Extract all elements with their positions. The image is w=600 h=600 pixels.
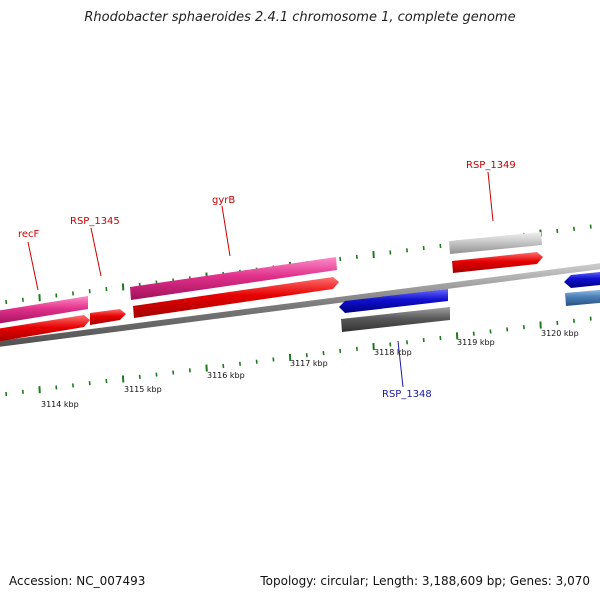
gene-label-gyrB[interactable]: gyrB bbox=[212, 195, 235, 206]
leader-rsp1348 bbox=[397, 340, 404, 388]
scale-label-3114: 3114 kbp bbox=[41, 400, 79, 409]
feature-rsp1349-lightgrey[interactable] bbox=[449, 232, 542, 254]
feature-recF-magenta[interactable] bbox=[0, 296, 88, 325]
scale-label-3120: 3120 kbp bbox=[541, 329, 579, 338]
feature-gyrB-magenta[interactable] bbox=[130, 257, 337, 300]
gene-label-recF[interactable]: recF bbox=[18, 229, 40, 240]
gene-label-rsp1348[interactable]: RSP_1348 bbox=[382, 389, 432, 400]
feature-right-blue[interactable] bbox=[564, 271, 600, 288]
scale-label-3118: 3118 kbp bbox=[374, 348, 412, 357]
leader-recF bbox=[27, 241, 39, 291]
chromosome-backbone bbox=[0, 263, 600, 347]
feature-rsp1348-grey[interactable] bbox=[341, 307, 450, 332]
gene-label-rsp1349[interactable]: RSP_1349 bbox=[466, 160, 516, 171]
scale-label-3115: 3115 kbp bbox=[124, 385, 162, 394]
lower-tick-track bbox=[5, 316, 592, 397]
feature-right-steelblue[interactable] bbox=[565, 289, 600, 306]
map-title: Rhodobacter sphaeroides 2.4.1 chromosome… bbox=[84, 10, 516, 25]
leader-rsp1345 bbox=[90, 227, 102, 277]
feature-gyrB-red[interactable] bbox=[133, 277, 339, 318]
scale-label-3119: 3119 kbp bbox=[457, 338, 495, 347]
feature-rsp1348-blue[interactable] bbox=[339, 289, 448, 313]
gene-label-rsp1345[interactable]: RSP_1345 bbox=[70, 216, 120, 227]
leader-rsp1349 bbox=[487, 171, 494, 222]
feature-recF-red[interactable] bbox=[0, 315, 90, 343]
feature-rsp1349-red[interactable] bbox=[452, 252, 543, 273]
scale-label-3117: 3117 kbp bbox=[290, 359, 328, 368]
scale-label-3116: 3116 kbp bbox=[207, 371, 245, 380]
genome-stats-text: Topology: circular; Length: 3,188,609 bp… bbox=[260, 574, 590, 588]
leader-gyrB bbox=[221, 205, 231, 257]
feature-rsp1345-red[interactable] bbox=[90, 309, 126, 325]
accession-text: Accession: NC_007493 bbox=[9, 574, 146, 588]
